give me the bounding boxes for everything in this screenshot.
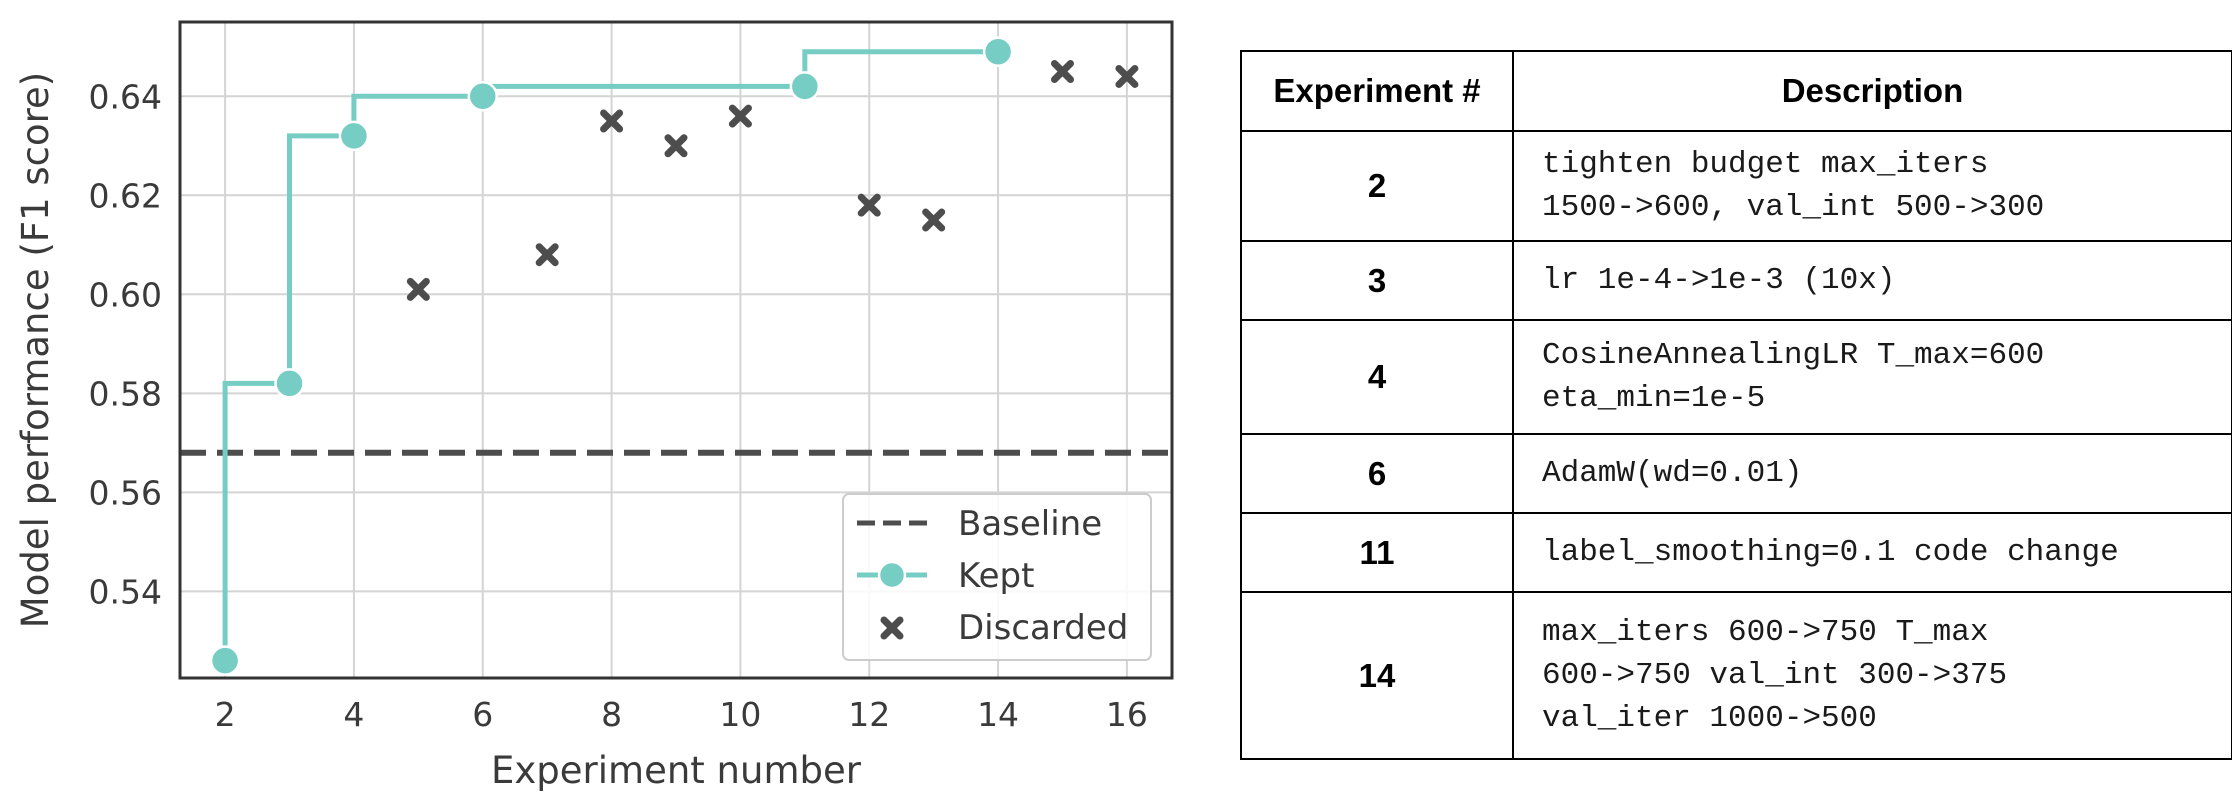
x-tick-label: 4 [343,695,364,734]
table-row: 4 CosineAnnealingLR T_max=600 eta_min=1e… [1240,319,2232,435]
table-row: 3 lr 1e-4->1e-3 (10x) [1240,240,2232,321]
legend-box [842,493,1152,661]
description-cell: tighten budget max_iters 1500->600, val_… [1512,130,2232,242]
x-tick-label: 14 [977,695,1019,734]
y-axis-title: Model performance (F1 score) [14,72,57,628]
table-header-row: Experiment # Description [1240,50,2232,132]
discarded-point [1050,60,1074,84]
discarded-series [406,60,1139,301]
experiment-number-cell: 6 [1240,433,1514,514]
x-tick-label: 6 [472,695,493,734]
grid [180,22,1172,678]
y-tick-label: 0.60 [89,275,162,314]
legend-discarded-label: Discarded [958,608,1128,648]
header-experiment-number: Experiment # [1240,50,1514,132]
legend-kept-marker [877,560,907,590]
x-tick-label: 8 [601,695,622,734]
discarded-point [600,109,624,133]
discarded-point [922,208,946,232]
x-tick-labels: 2 4 6 8 10 12 14 16 [215,695,1148,734]
legend-baseline-label: Baseline [958,504,1102,544]
legend-kept-label: Kept [958,556,1034,596]
header-description: Description [1512,50,2232,132]
discarded-point [406,277,430,301]
kept-point [467,81,499,112]
table-row: 2 tighten budget max_iters 1500->600, va… [1240,130,2232,242]
y-tick-label: 0.56 [89,473,162,512]
y-tick-label: 0.64 [89,77,162,116]
experiment-number-cell: 11 [1240,512,1514,593]
table-row: 11 label_smoothing=0.1 code change [1240,512,2232,593]
kept-point [209,645,241,676]
kept-point [338,120,370,152]
table-row: 6 AdamW(wd=0.01) [1240,433,2232,514]
experiment-number-cell: 14 [1240,591,1514,760]
y-tick-label: 0.58 [89,374,162,413]
experiment-chart: 2 4 6 8 10 12 14 16 0.54 0.56 0.58 0.60 0.62 0.64 Ex… [14,20,1174,792]
y-tick-label: 0.54 [89,572,162,611]
plot-frame [178,20,1174,680]
kept-point [982,36,1014,67]
legend: Baseline Kept Discarded [842,493,1152,661]
discarded-point [857,193,881,217]
discarded-point [664,134,688,158]
kept-point [789,71,821,102]
table-row: 14 max_iters 600->750 T_max 600->750 val… [1240,591,2232,760]
description-cell: CosineAnnealingLR T_max=600 eta_min=1e-5 [1512,319,2232,435]
x-tick-label: 12 [848,695,890,734]
x-tick-label: 16 [1106,695,1148,734]
description-cell: lr 1e-4->1e-3 (10x) [1512,240,2232,321]
kept-series [209,36,1014,676]
legend-discarded-marker [880,616,904,640]
x-tick-label: 2 [215,695,236,734]
discarded-point [1115,64,1139,88]
y-tick-labels: 0.54 0.56 0.58 0.60 0.62 0.64 [89,77,162,611]
kept-point [274,368,305,399]
experiment-number-cell: 3 [1240,240,1514,321]
x-tick-label: 10 [719,695,761,734]
experiment-table: Experiment # Description 2 tighten budge… [1240,50,2232,760]
discarded-point [535,243,559,267]
description-cell: label_smoothing=0.1 code change [1512,512,2232,593]
y-tick-label: 0.62 [89,176,162,215]
x-axis-title: Experiment number [491,749,862,792]
discarded-point [728,104,752,128]
description-cell: max_iters 600->750 T_max 600->750 val_in… [1512,591,2232,760]
experiment-number-cell: 2 [1240,130,1514,242]
experiment-number-cell: 4 [1240,319,1514,435]
description-cell: AdamW(wd=0.01) [1512,433,2232,514]
